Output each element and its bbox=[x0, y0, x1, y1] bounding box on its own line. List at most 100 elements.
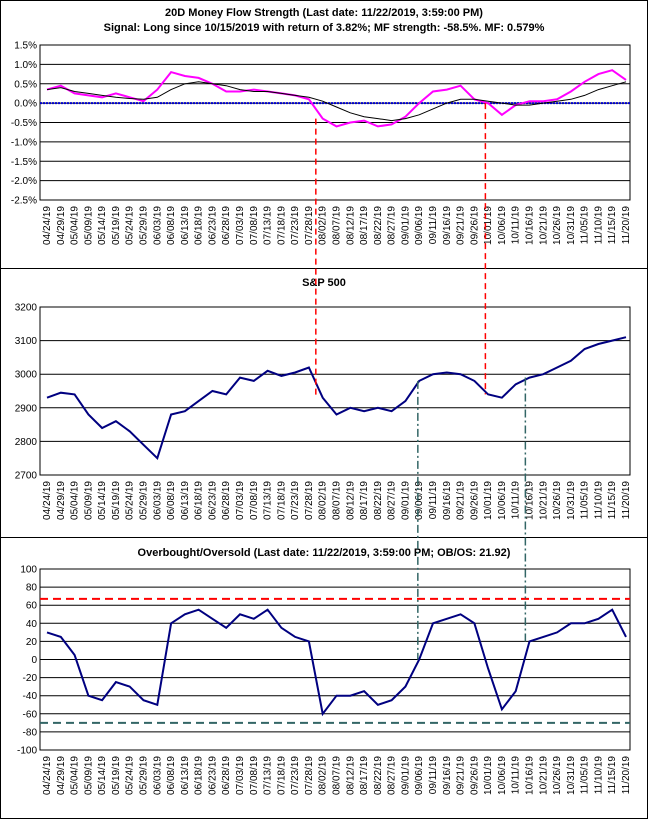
x-tick-label: 05/09/19 bbox=[83, 206, 94, 245]
x-tick-label: 10/21/19 bbox=[538, 206, 549, 245]
y-tick-label: 1.0% bbox=[14, 60, 37, 71]
x-tick-label: 07/18/19 bbox=[276, 756, 287, 795]
x-tick-label: 05/19/19 bbox=[111, 206, 122, 245]
y-tick-label: 3000 bbox=[15, 370, 38, 381]
x-tick-label: 06/18/19 bbox=[194, 756, 205, 795]
x-tick-label: 11/10/19 bbox=[593, 206, 604, 245]
x-tick-label: 09/06/19 bbox=[414, 481, 425, 520]
x-tick-label: 10/26/19 bbox=[552, 206, 563, 245]
x-tick-label: 05/04/19 bbox=[70, 206, 81, 245]
x-tick-label: 08/07/19 bbox=[332, 206, 343, 245]
x-tick-label: 11/15/19 bbox=[607, 481, 618, 520]
x-tick-label: 10/01/19 bbox=[483, 756, 494, 795]
x-tick-label: 10/16/19 bbox=[525, 756, 536, 795]
x-tick-label: 04/24/19 bbox=[42, 756, 53, 795]
x-tick-label: 05/09/19 bbox=[83, 481, 94, 520]
x-tick-label: 07/28/19 bbox=[304, 756, 315, 795]
x-tick-label: 06/13/19 bbox=[180, 481, 191, 520]
y-tick-label: 0.5% bbox=[14, 79, 37, 90]
x-tick-label: 10/31/19 bbox=[566, 756, 577, 795]
x-tick-label: 09/16/19 bbox=[442, 756, 453, 795]
y-tick-label: 100 bbox=[20, 565, 37, 576]
x-tick-label: 10/11/19 bbox=[511, 756, 522, 795]
chart-title: S&P 500 bbox=[302, 277, 346, 289]
x-tick-label: 08/12/19 bbox=[345, 756, 356, 795]
y-tick-label: -2.0% bbox=[11, 176, 37, 187]
x-tick-label: 06/23/19 bbox=[207, 206, 218, 245]
y-tick-label: 0.0% bbox=[14, 99, 37, 110]
x-tick-label: 06/23/19 bbox=[207, 481, 218, 520]
x-tick-label: 11/15/19 bbox=[607, 206, 618, 245]
y-tick-label: -20 bbox=[23, 673, 38, 684]
x-tick-label: 09/26/19 bbox=[469, 206, 480, 245]
x-tick-label: 07/18/19 bbox=[276, 206, 287, 245]
x-tick-label: 10/06/19 bbox=[497, 206, 508, 245]
series-line bbox=[46, 81, 627, 122]
x-tick-label: 09/16/19 bbox=[442, 481, 453, 520]
x-tick-label: 08/17/19 bbox=[359, 756, 370, 795]
x-tick-label: 07/18/19 bbox=[276, 481, 287, 520]
x-tick-label: 09/01/19 bbox=[400, 206, 411, 245]
x-tick-label: 09/01/19 bbox=[400, 481, 411, 520]
x-tick-label: 07/03/19 bbox=[235, 756, 246, 795]
x-tick-label: 08/07/19 bbox=[332, 481, 343, 520]
x-tick-label: 09/11/19 bbox=[428, 756, 439, 795]
x-tick-label: 05/04/19 bbox=[70, 481, 81, 520]
x-tick-label: 08/07/19 bbox=[332, 756, 343, 795]
x-tick-label: 07/13/19 bbox=[263, 756, 274, 795]
x-tick-label: 08/12/19 bbox=[345, 481, 356, 520]
x-tick-label: 10/16/19 bbox=[525, 481, 536, 520]
x-tick-label: 07/08/19 bbox=[249, 481, 260, 520]
y-tick-label: -100 bbox=[17, 746, 37, 757]
x-tick-label: 10/21/19 bbox=[538, 756, 549, 795]
x-tick-label: 07/13/19 bbox=[263, 206, 274, 245]
x-tick-label: 11/10/19 bbox=[593, 756, 604, 795]
x-tick-label: 11/10/19 bbox=[593, 481, 604, 520]
y-tick-label: -80 bbox=[23, 727, 38, 738]
x-tick-label: 08/22/19 bbox=[373, 756, 384, 795]
x-tick-label: 11/05/19 bbox=[580, 206, 591, 245]
x-tick-label: 08/02/19 bbox=[318, 481, 329, 520]
plot-area bbox=[39, 306, 631, 476]
x-tick-label: 11/05/19 bbox=[580, 481, 591, 520]
x-tick-label: 08/27/19 bbox=[387, 756, 398, 795]
x-tick-label: 07/08/19 bbox=[249, 756, 260, 795]
x-tick-label: 05/24/19 bbox=[125, 206, 136, 245]
x-tick-label: 06/13/19 bbox=[180, 756, 191, 795]
series-line bbox=[46, 336, 627, 461]
x-tick-label: 09/21/19 bbox=[456, 756, 467, 795]
y-tick-label: 1.5% bbox=[14, 41, 37, 52]
x-tick-label: 08/17/19 bbox=[359, 481, 370, 520]
x-tick-label: 04/29/19 bbox=[56, 206, 67, 245]
x-tick-label: 09/21/19 bbox=[456, 481, 467, 520]
x-tick-label: 05/14/19 bbox=[97, 481, 108, 520]
x-tick-label: 10/26/19 bbox=[552, 481, 563, 520]
x-tick-label: 09/26/19 bbox=[469, 756, 480, 795]
y-tick-label: -2.5% bbox=[11, 196, 37, 207]
y-tick-label: 2700 bbox=[15, 471, 38, 482]
x-tick-label: 04/24/19 bbox=[42, 206, 53, 245]
y-tick-label: 3200 bbox=[15, 303, 38, 314]
x-tick-label: 07/28/19 bbox=[304, 481, 315, 520]
x-tick-label: 06/08/19 bbox=[166, 206, 177, 245]
x-tick-label: 06/28/19 bbox=[221, 481, 232, 520]
x-tick-label: 04/29/19 bbox=[56, 481, 67, 520]
x-tick-label: 10/06/19 bbox=[497, 756, 508, 795]
x-tick-label: 07/13/19 bbox=[263, 481, 274, 520]
series-line bbox=[46, 69, 627, 128]
x-tick-label: 05/14/19 bbox=[97, 206, 108, 245]
x-tick-label: 08/12/19 bbox=[345, 206, 356, 245]
x-tick-label: 11/20/19 bbox=[621, 481, 632, 520]
chart-title: 20D Money Flow Strength (Last date: 11/2… bbox=[165, 7, 483, 19]
x-tick-label: 04/29/19 bbox=[56, 756, 67, 795]
x-tick-label: 10/01/19 bbox=[483, 481, 494, 520]
y-tick-label: 60 bbox=[26, 601, 38, 612]
x-tick-label: 11/05/19 bbox=[580, 756, 591, 795]
x-tick-label: 06/23/19 bbox=[207, 756, 218, 795]
x-tick-label: 11/20/19 bbox=[621, 206, 632, 245]
x-tick-label: 08/27/19 bbox=[387, 206, 398, 245]
x-tick-label: 09/11/19 bbox=[428, 481, 439, 520]
x-tick-label: 05/19/19 bbox=[111, 756, 122, 795]
x-tick-label: 09/01/19 bbox=[400, 756, 411, 795]
